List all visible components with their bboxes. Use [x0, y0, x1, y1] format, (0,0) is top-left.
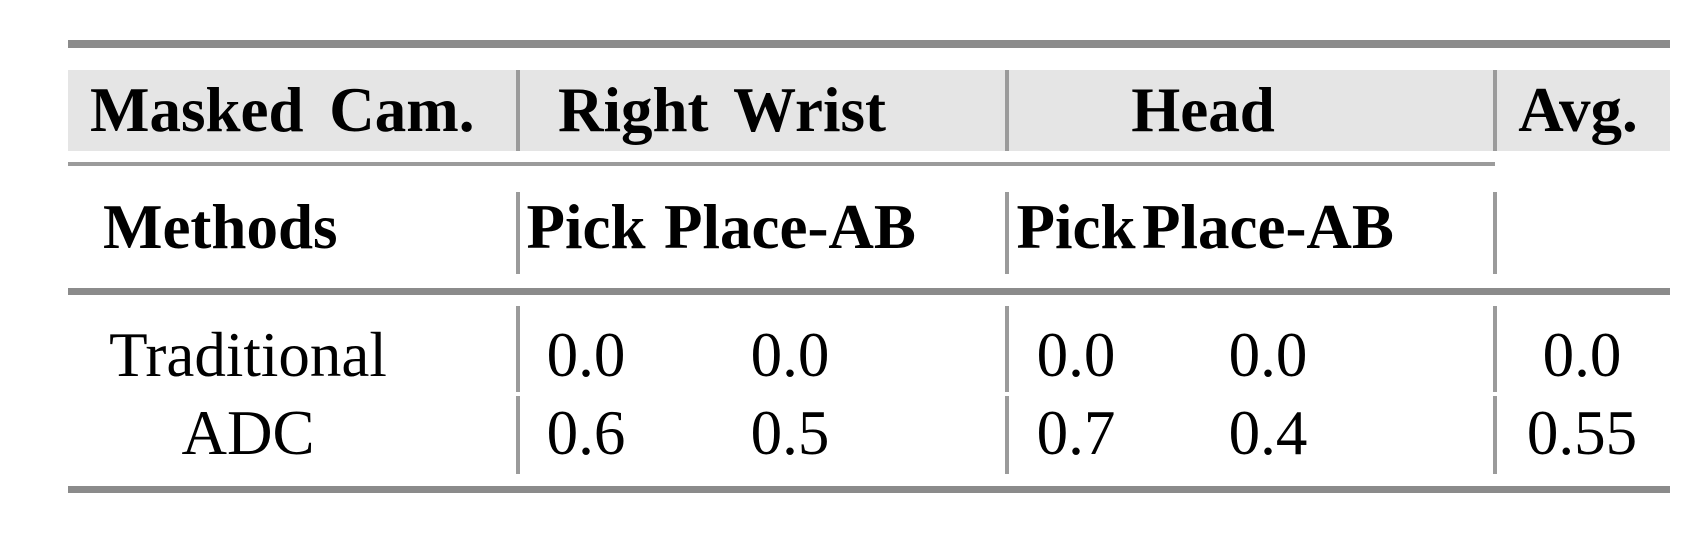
- header-avg: Avg.: [1518, 75, 1638, 145]
- column-divider: [1493, 70, 1497, 151]
- column-divider: [1005, 396, 1009, 474]
- header-partial-rule: [68, 162, 1495, 166]
- subheader-rw-place-ab: Place-AB: [664, 192, 916, 262]
- header-band: [68, 70, 1670, 151]
- table-bottom-rule: [68, 486, 1670, 493]
- row-adc-head-pick: 0.7: [1036, 398, 1116, 468]
- row-adc-rw-pick: 0.6: [546, 398, 626, 468]
- row-traditional-head-pick: 0.0: [1036, 320, 1116, 390]
- column-divider: [516, 70, 520, 151]
- row-adc-avg: 0.55: [1526, 398, 1638, 468]
- row-traditional-avg: 0.0: [1542, 320, 1622, 390]
- row-traditional-rw-place: 0.0: [750, 320, 830, 390]
- header-right-wrist: Right Wrist: [558, 75, 886, 145]
- row-adc-rw-place: 0.5: [750, 398, 830, 468]
- header-masked-cam: Masked Cam.: [90, 75, 475, 145]
- column-divider: [516, 306, 520, 392]
- subheader-methods: Methods: [103, 192, 338, 262]
- column-divider: [1005, 70, 1009, 151]
- subheader-head-pick: Pick: [1016, 192, 1136, 262]
- table-mid-rule: [68, 288, 1670, 295]
- column-divider: [1005, 192, 1009, 274]
- column-divider: [1005, 306, 1009, 392]
- row-traditional-label: Traditional: [109, 320, 387, 390]
- column-divider: [516, 396, 520, 474]
- column-divider: [1493, 306, 1497, 392]
- subheader-rw-pick: Pick: [526, 192, 646, 262]
- subheader-head-place-ab: Place-AB: [1142, 192, 1394, 262]
- column-divider: [516, 192, 520, 274]
- row-traditional-head-place: 0.0: [1228, 320, 1308, 390]
- column-divider: [1493, 396, 1497, 474]
- column-divider: [1493, 192, 1497, 274]
- header-head: Head: [1131, 75, 1275, 145]
- row-adc-label: ADC: [181, 398, 315, 468]
- row-adc-head-place: 0.4: [1228, 398, 1308, 468]
- table-top-rule: [68, 40, 1670, 48]
- row-traditional-rw-pick: 0.0: [546, 320, 626, 390]
